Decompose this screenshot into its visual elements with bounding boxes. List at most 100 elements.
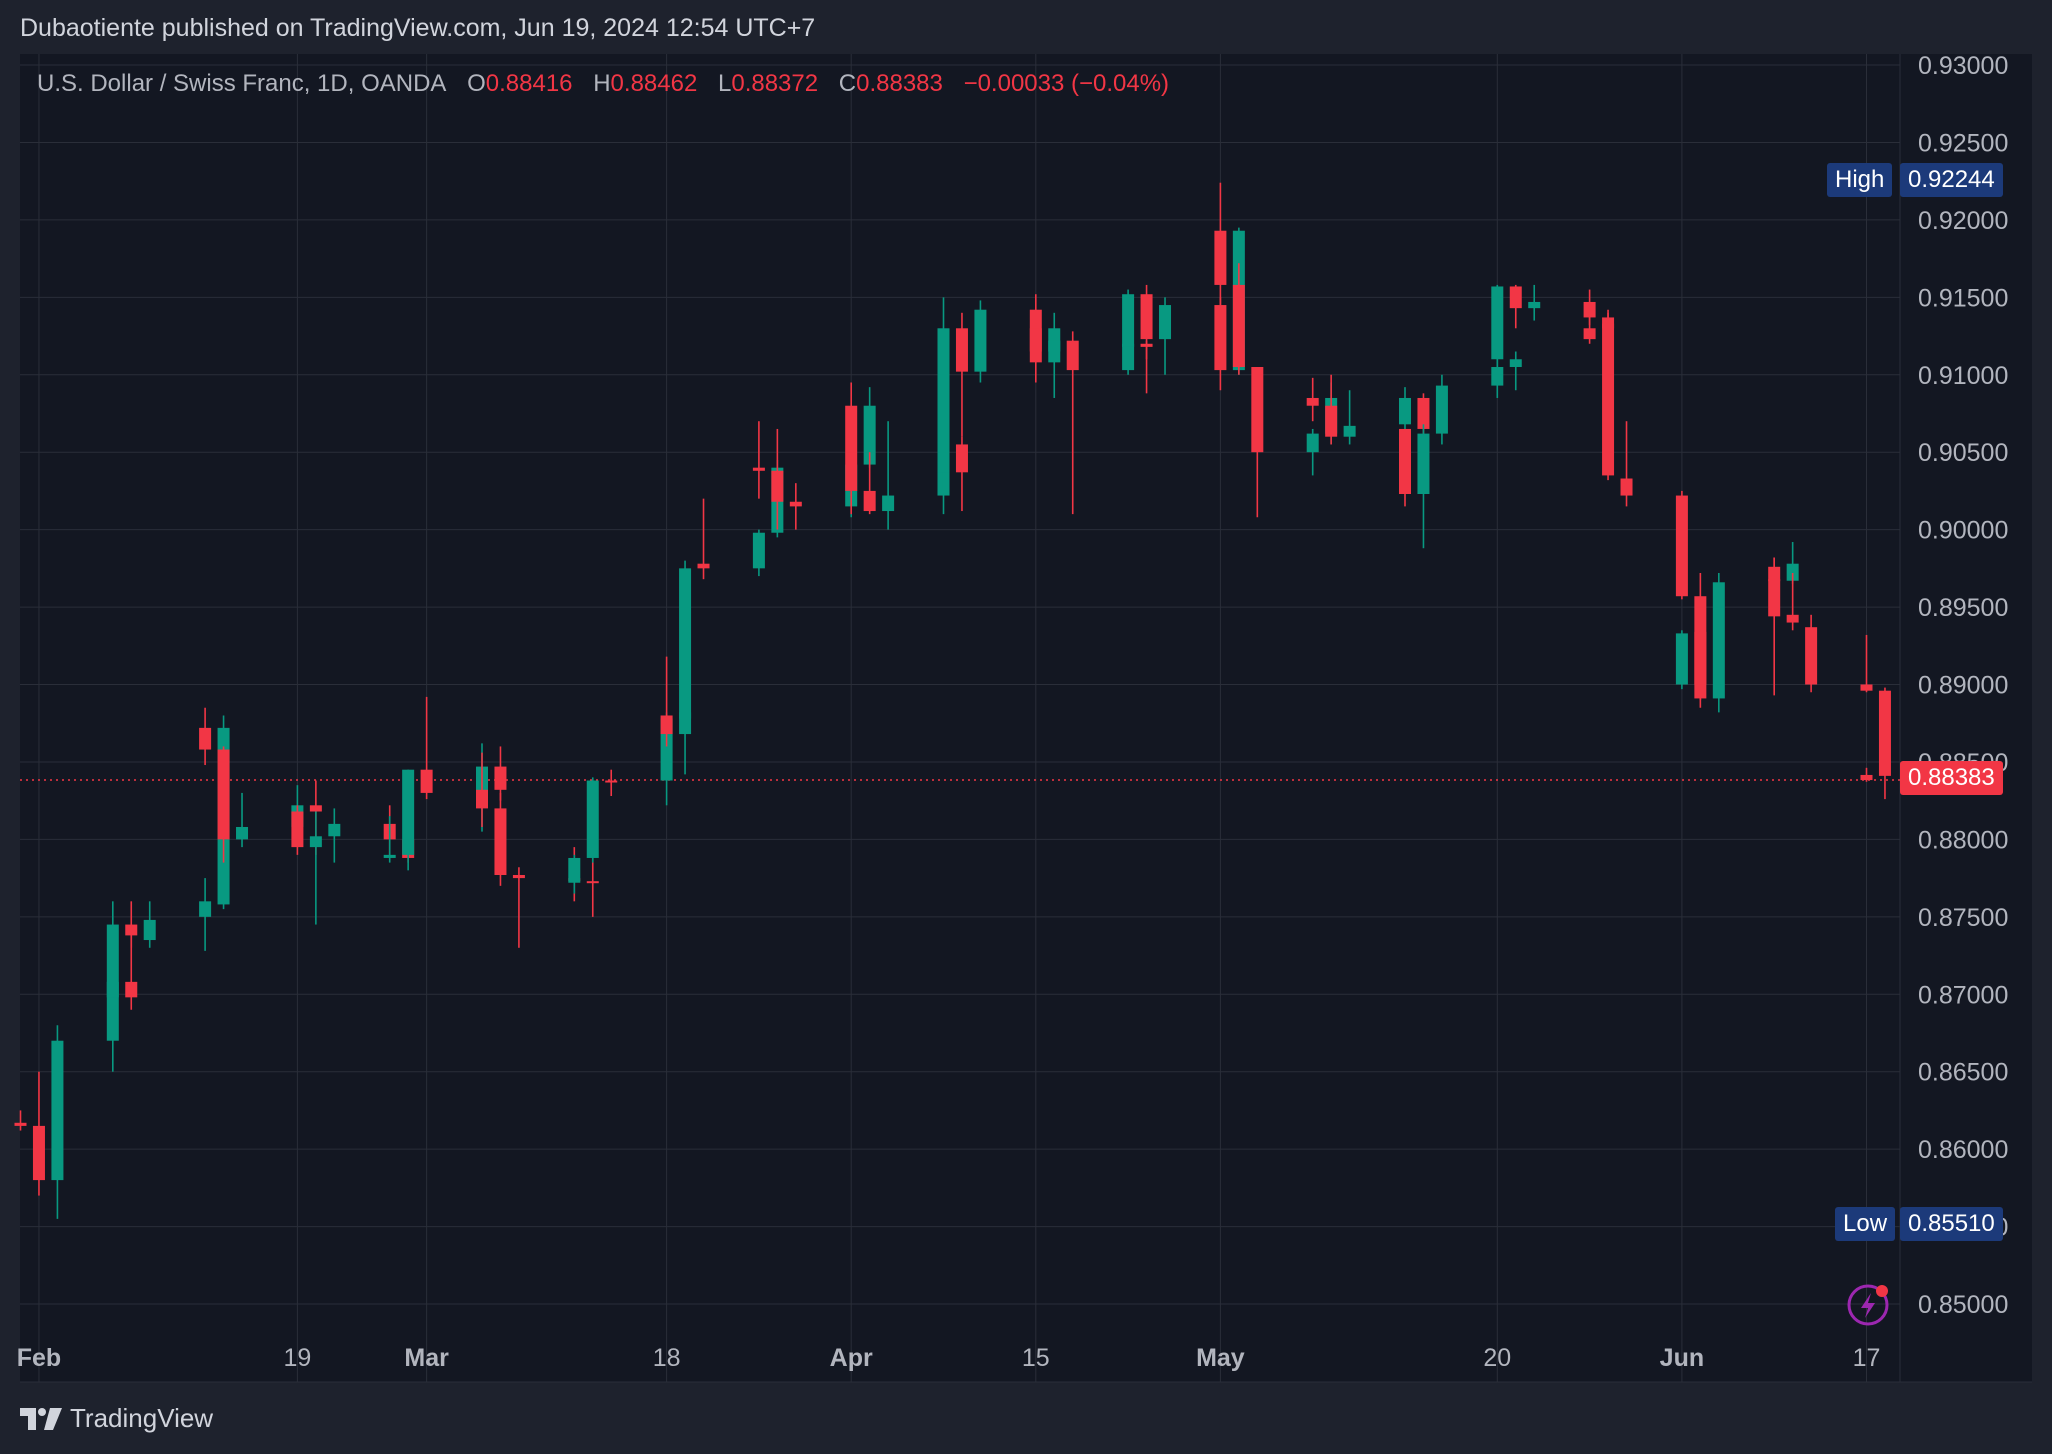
y-tick-label: 0.93000 <box>1918 52 2008 80</box>
candle <box>199 878 212 951</box>
candle <box>143 901 156 948</box>
candle-body <box>752 467 765 471</box>
symbol-name: U.S. Dollar / Swiss Franc, 1D, OANDA <box>37 70 447 97</box>
y-tick-label: 0.89500 <box>1918 594 2008 622</box>
candle-body <box>14 1122 27 1126</box>
y-tick-label: 0.90500 <box>1918 439 2008 467</box>
candle <box>217 746 230 863</box>
chart-pane[interactable] <box>20 54 2032 1382</box>
y-tick-label: 0.88000 <box>1918 826 2008 854</box>
candle <box>199 707 212 766</box>
candle-body <box>1306 433 1319 453</box>
candle <box>752 421 765 499</box>
candle <box>1343 390 1356 445</box>
candle <box>771 428 784 530</box>
candle-body <box>1786 614 1799 623</box>
last-price-tag: 0.88383 <box>1900 761 2003 795</box>
brand-name: TradingView <box>70 1403 214 1433</box>
candle <box>1232 263 1245 375</box>
high-marker-value: 0.92244 <box>1900 163 2003 197</box>
candle-body <box>32 1125 45 1181</box>
candle-body <box>1694 631 1707 699</box>
candle-body <box>1159 305 1172 340</box>
candle <box>1122 289 1135 352</box>
high-value: 0.88462 <box>610 70 698 97</box>
candle-body <box>1214 230 1227 285</box>
tradingview-brand[interactable]: TradingView <box>20 1403 213 1434</box>
candle-body <box>1860 774 1873 781</box>
candle-body <box>771 470 784 502</box>
y-tick-label: 0.92000 <box>1918 207 2008 235</box>
candle-body <box>494 808 507 875</box>
y-tick-label: 0.92500 <box>1918 129 2008 157</box>
candle-body <box>789 501 802 507</box>
candle <box>125 901 138 948</box>
candle-body <box>1214 305 1227 371</box>
candle <box>1214 182 1227 306</box>
y-tick-label: 0.89000 <box>1918 672 2008 700</box>
low-label: L <box>717 70 732 97</box>
high-marker-label: High <box>1827 163 1893 197</box>
candle <box>1306 377 1319 422</box>
candle <box>328 808 341 863</box>
candle <box>1325 374 1338 445</box>
candle-body <box>863 490 876 512</box>
x-tick-label: Feb <box>17 1344 61 1372</box>
candle <box>1712 572 1725 713</box>
candle-body <box>586 881 599 884</box>
candle <box>679 560 692 775</box>
candle-body <box>863 405 876 465</box>
candle <box>1306 428 1319 476</box>
candle-body <box>1048 340 1061 363</box>
candle <box>789 483 802 530</box>
y-tick-label: 0.86000 <box>1918 1136 2008 1164</box>
candle-body <box>974 309 987 372</box>
candle-body <box>1435 385 1448 434</box>
candle <box>476 752 488 827</box>
candle-body <box>1417 397 1430 429</box>
candle-body <box>1122 343 1135 371</box>
close-value: 0.88383 <box>856 70 943 97</box>
candle-body <box>106 924 119 998</box>
candle <box>1140 284 1153 360</box>
candle <box>32 1071 45 1196</box>
x-tick-label: Mar <box>404 1344 449 1372</box>
candle <box>974 300 987 383</box>
candle-body <box>1509 286 1522 309</box>
flash-alert-icon[interactable] <box>1846 1281 1894 1329</box>
symbol-legend: U.S. Dollar / Swiss Franc, 1D, OANDA O0.… <box>37 70 1169 98</box>
x-tick-label: Apr <box>830 1344 873 1372</box>
candle-body <box>752 532 765 569</box>
candle-body <box>937 328 950 473</box>
candle-body <box>1602 323 1615 476</box>
candle-body <box>1251 367 1264 453</box>
x-tick-label: 18 <box>653 1344 681 1372</box>
candle <box>1675 490 1688 600</box>
candle <box>955 312 968 437</box>
candle-body <box>1620 478 1633 496</box>
candle <box>955 436 968 512</box>
candle <box>1768 557 1781 696</box>
candle <box>697 498 710 580</box>
x-tick-label: May <box>1196 1344 1245 1372</box>
candle <box>494 792 507 886</box>
candle-body <box>199 727 212 750</box>
y-tick-label: 0.91000 <box>1918 362 2008 390</box>
candle-body <box>1786 563 1799 581</box>
candle <box>1675 630 1688 690</box>
high-label: H <box>593 70 611 97</box>
candle <box>309 811 322 925</box>
candle <box>383 816 396 863</box>
candle-body <box>402 769 415 855</box>
candle <box>494 746 507 801</box>
candle <box>420 696 433 800</box>
candle-body <box>679 568 692 735</box>
candle-body <box>605 780 618 783</box>
candle <box>1509 284 1522 329</box>
candle-body <box>697 563 710 569</box>
x-tick-label: 19 <box>283 1344 311 1372</box>
candle-body <box>1122 294 1135 347</box>
candle <box>106 901 119 1010</box>
x-tick-label: Jun <box>1660 1344 1704 1372</box>
